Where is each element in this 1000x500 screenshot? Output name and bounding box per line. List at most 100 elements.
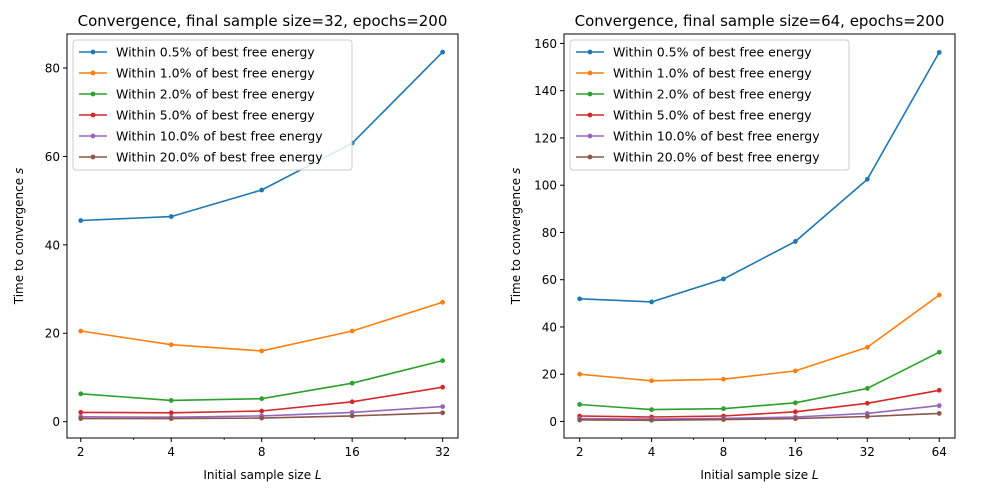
data-point — [721, 417, 726, 422]
data-point — [577, 417, 583, 423]
data-point — [864, 400, 870, 406]
data-point — [440, 384, 446, 390]
y-tick-label: 0 — [549, 415, 557, 429]
x-tick-label: 2 — [576, 445, 584, 459]
data-point — [793, 416, 798, 422]
legend-marker — [90, 70, 96, 76]
legend-label: Within 1.0% of best free energy — [116, 66, 315, 81]
x-tick-label: 8 — [720, 445, 728, 459]
legend: Within 0.5% of best free energy Within 1.… — [72, 39, 353, 171]
legend-box — [72, 39, 353, 171]
data-point — [793, 368, 798, 374]
data-point — [936, 349, 942, 355]
chart-title: Convergence, final sample size=32, epoch… — [78, 12, 448, 30]
series-line-2 — [80, 301, 443, 352]
legend-label: Within 10.0% of best free energy — [116, 129, 323, 144]
data-point — [577, 296, 583, 302]
x-tick-label: 8 — [258, 445, 266, 459]
series-line-1 — [579, 52, 940, 303]
legend-marker — [90, 112, 96, 118]
data-point — [440, 404, 446, 410]
data-point — [864, 385, 870, 391]
legend-marker — [587, 70, 593, 76]
data-point — [649, 417, 654, 423]
chart-panel-2: Convergence, final sample size=64, epoch… — [509, 12, 956, 482]
data-point — [349, 399, 355, 405]
y-tick-label: 60 — [45, 150, 60, 164]
y-axis-label: Time to convergence s — [12, 168, 26, 305]
legend-marker — [90, 49, 96, 55]
data-point — [168, 410, 174, 416]
data-point — [649, 407, 654, 413]
chart-title: Convergence, final sample size=64, epoch… — [575, 12, 945, 30]
data-point — [168, 416, 174, 421]
x-axis-label: Initial sample size L — [700, 468, 818, 482]
data-point — [440, 49, 446, 55]
series-line-5 — [579, 404, 940, 420]
legend-label: Within 1.0% of best free energy — [613, 66, 812, 81]
data-point — [793, 409, 798, 415]
legend-marker — [90, 154, 96, 160]
legend-label: Within 2.0% of best free energy — [613, 87, 812, 102]
y-tick-label: 20 — [542, 368, 557, 382]
data-point — [440, 299, 446, 305]
data-point — [440, 410, 446, 416]
data-point — [259, 396, 265, 402]
data-point — [577, 402, 583, 407]
legend-label: Within 20.0% of best free energy — [116, 150, 323, 165]
y-tick-label: 80 — [542, 226, 557, 240]
data-point — [349, 413, 355, 419]
data-point — [793, 239, 798, 244]
legend-marker — [587, 133, 593, 139]
data-point — [649, 299, 654, 305]
data-point — [864, 176, 870, 182]
data-point — [440, 358, 446, 364]
data-point — [349, 380, 355, 386]
data-point — [721, 276, 726, 282]
data-point — [577, 371, 583, 377]
data-point — [864, 344, 870, 350]
legend-marker — [90, 133, 96, 139]
legend-label: Within 5.0% of best free energy — [613, 108, 812, 123]
data-point — [168, 398, 174, 403]
data-point — [259, 348, 265, 354]
data-point — [259, 408, 265, 414]
plot-frame — [66, 33, 459, 439]
y-tick-label: 160 — [534, 37, 557, 51]
x-tick-label: 2 — [77, 445, 85, 459]
data-point — [349, 409, 355, 415]
series-line-3 — [80, 359, 443, 402]
data-point — [649, 378, 654, 384]
x-tick-label: 32 — [435, 445, 450, 459]
x-tick-label: 64 — [932, 445, 947, 459]
data-point — [864, 414, 870, 419]
legend-label: Within 20.0% of best free energy — [613, 150, 820, 165]
legend-label: Within 0.5% of best free energy — [613, 45, 812, 60]
y-tick-label: 60 — [542, 273, 557, 287]
x-tick-label: 32 — [860, 445, 875, 459]
y-tick-label: 0 — [52, 415, 60, 429]
x-tick-label: 16 — [345, 445, 360, 459]
series-line-6 — [579, 412, 940, 422]
x-tick-label: 4 — [648, 445, 656, 459]
y-tick-label: 40 — [45, 238, 60, 252]
legend-label: Within 5.0% of best free energy — [116, 108, 315, 123]
y-tick-label: 20 — [45, 327, 60, 341]
series-line-4 — [579, 389, 940, 418]
x-tick-label: 4 — [167, 445, 175, 459]
legend-label: Within 0.5% of best free energy — [116, 45, 315, 60]
y-tick-label: 120 — [534, 131, 557, 145]
data-point — [78, 409, 84, 415]
y-tick-label: 40 — [542, 320, 557, 334]
x-axis-label: Initial sample size L — [203, 468, 321, 482]
data-point — [936, 292, 942, 298]
data-point — [259, 187, 265, 193]
data-point — [936, 411, 942, 416]
legend-label: Within 10.0% of best free energy — [613, 129, 820, 144]
y-tick-label: 80 — [45, 62, 60, 76]
y-axis-label: Time to convergence s — [509, 168, 523, 305]
data-point — [721, 406, 726, 412]
legend: Within 0.5% of best free energy Within 1.… — [569, 39, 850, 171]
data-point — [168, 342, 174, 348]
